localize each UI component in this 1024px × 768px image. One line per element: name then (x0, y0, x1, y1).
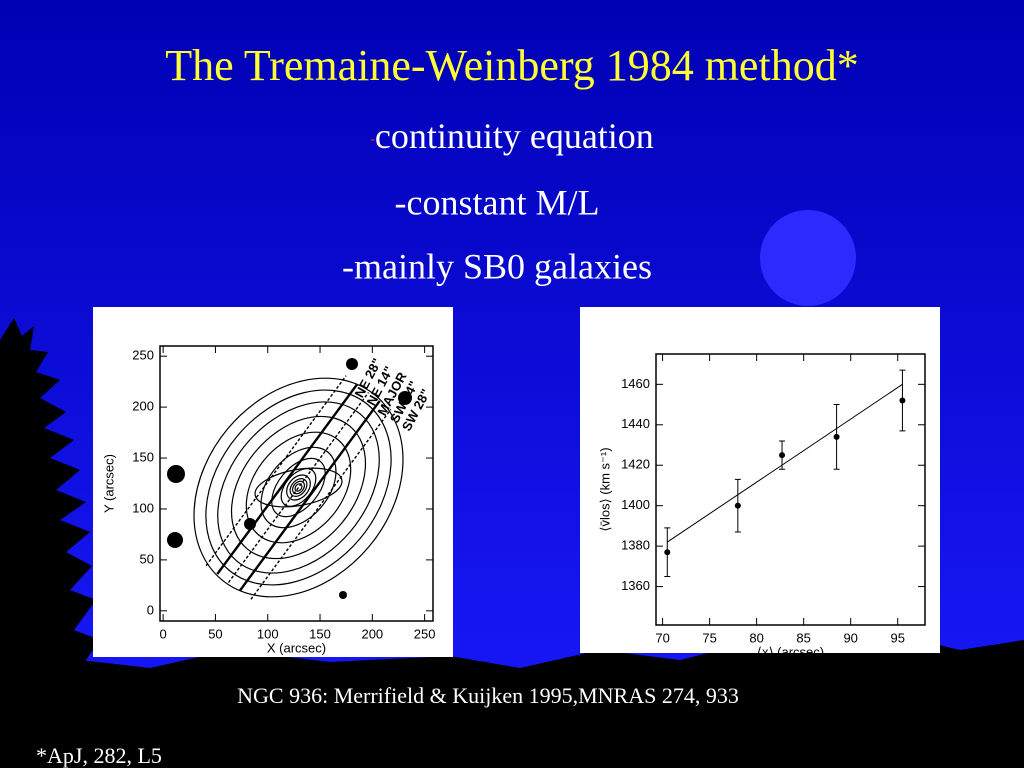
x-axis-label: ⟨x⟩ (arcsec) (757, 644, 824, 659)
slit (227, 392, 370, 583)
y-tick-label: 1420 (621, 457, 650, 472)
contour (260, 446, 337, 529)
citation: NGC 936: Merrifield & Kuijken 1995,MNRAS… (237, 683, 739, 708)
x-tick-label: 75 (702, 630, 716, 645)
footnote: *ApJ, 282, L5 (36, 743, 162, 768)
contour (193, 377, 404, 598)
point (833, 433, 840, 440)
slit (216, 383, 359, 575)
star (346, 358, 358, 370)
point (899, 397, 906, 404)
moon (760, 210, 856, 306)
slide-title: The Tremaine-Weinberg 1984 method* (165, 41, 858, 90)
star (167, 532, 183, 548)
bullet: -mainly SB0 galaxies (342, 246, 652, 286)
contour (245, 431, 352, 544)
y-axis-label: Y (arcsec) (101, 454, 116, 513)
tree-silhouette (0, 318, 100, 768)
y-tick-label: 250 (132, 348, 154, 363)
point (664, 549, 671, 556)
x-tick-label: 80 (749, 630, 763, 645)
point (734, 502, 741, 509)
slit (238, 400, 381, 592)
x-tick-label: 90 (843, 630, 857, 645)
x-tick-label: 200 (361, 626, 383, 641)
contour (286, 474, 311, 501)
x-tick-label: 0 (160, 626, 167, 641)
x-tick-label: 95 (890, 630, 904, 645)
fit-line (667, 383, 903, 543)
contour (205, 389, 392, 586)
point (779, 452, 786, 459)
y-tick-label: 1380 (621, 538, 650, 553)
star (167, 465, 185, 483)
y-tick-label: 150 (132, 449, 154, 464)
bullet-dash: - (370, 132, 375, 147)
bullet-text: continuity equation (375, 116, 654, 156)
y-tick-label: 100 (132, 500, 154, 515)
y-tick-label: 1460 (621, 376, 650, 391)
y-tick-label: 1440 (621, 416, 650, 431)
y-tick-label: 1360 (621, 578, 650, 593)
y-axis-label: ⟨v̄los⟩ (km s⁻¹) (597, 447, 612, 531)
star (339, 591, 347, 599)
x-axis-label: X (arcsec) (267, 640, 326, 655)
x-tick-label: 100 (257, 626, 279, 641)
slit (250, 408, 392, 600)
star (244, 518, 256, 530)
x-tick-label: 250 (414, 626, 436, 641)
figure-panel (93, 307, 453, 657)
axes-frame (655, 353, 926, 626)
x-tick-label: 70 (655, 630, 669, 645)
x-tick-label: 50 (208, 626, 222, 641)
contour (217, 401, 380, 574)
y-tick-label: 50 (140, 551, 154, 566)
x-tick-label: 150 (309, 626, 331, 641)
bullet: -continuity equation (370, 116, 654, 156)
y-tick-label: 1400 (621, 497, 650, 512)
y-tick-label: 0 (147, 602, 154, 617)
contour (271, 457, 326, 518)
bullet: -constant M/L (395, 182, 600, 222)
axes-frame (159, 345, 434, 622)
x-tick-label: 85 (796, 630, 810, 645)
slit (205, 375, 347, 567)
mountains (0, 636, 1024, 768)
contour (230, 415, 367, 560)
y-tick-label: 200 (132, 399, 154, 414)
star (398, 391, 412, 405)
